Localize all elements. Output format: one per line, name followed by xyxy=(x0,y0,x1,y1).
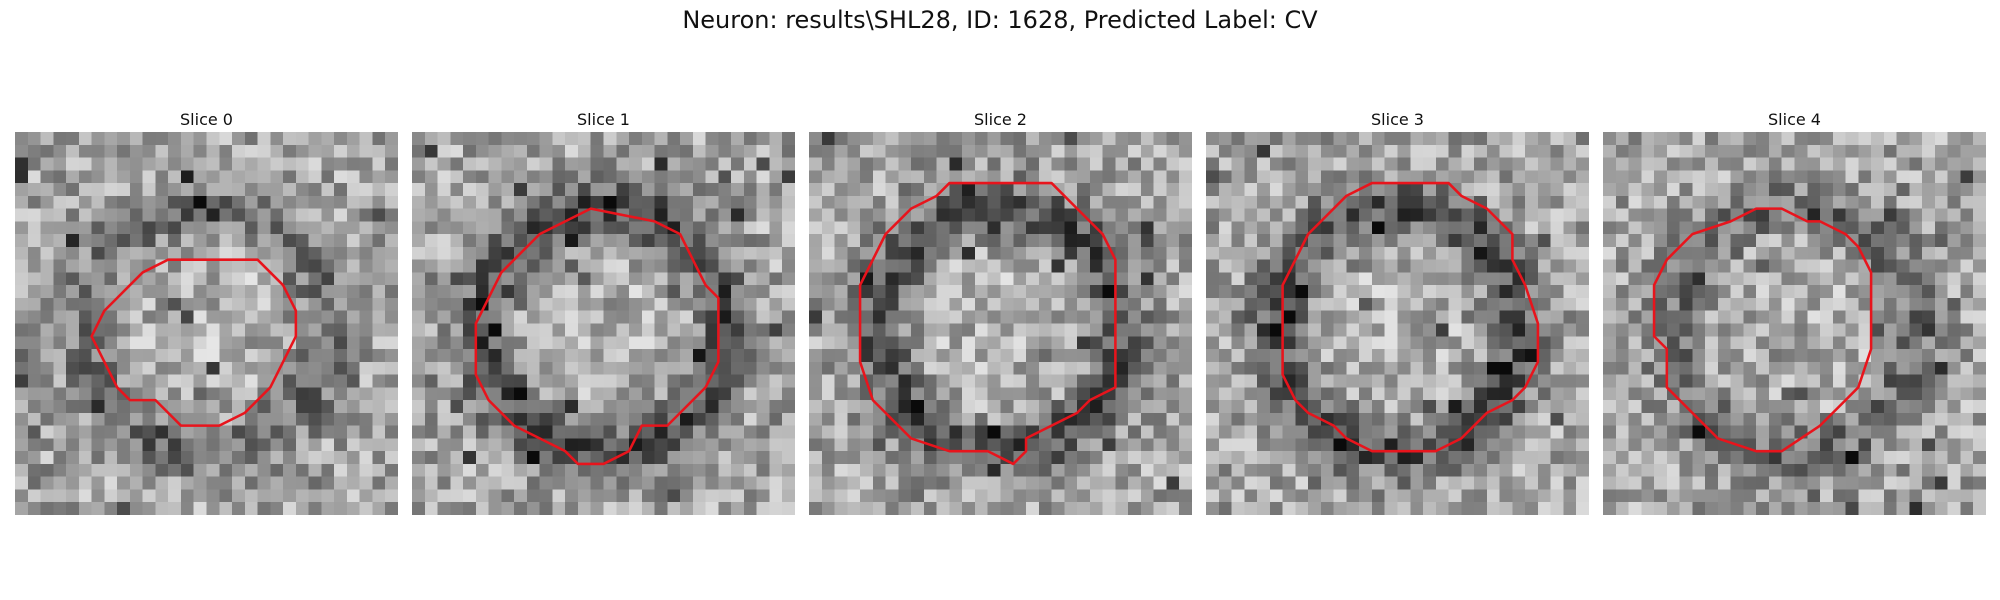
slice-0-contour xyxy=(90,258,298,427)
slice-panel-4: Slice 4 xyxy=(1603,108,1986,515)
slice-4-contour xyxy=(1652,207,1873,453)
slice-4-image xyxy=(1603,132,1986,515)
slice-panel-3: Slice 3 xyxy=(1206,108,1589,515)
slice-panel-1: Slice 1 xyxy=(412,108,795,515)
slice-3-image xyxy=(1206,132,1589,515)
slice-1-image xyxy=(412,132,795,515)
slice-1-label: Slice 1 xyxy=(577,110,630,129)
slice-panel-0: Slice 0 xyxy=(15,108,398,515)
slice-4-label: Slice 4 xyxy=(1768,110,1821,129)
slice-3-contour xyxy=(1281,181,1540,453)
figure-title: Neuron: results\SHL28, ID: 1628, Predict… xyxy=(682,6,1318,34)
slice-2-label: Slice 2 xyxy=(974,110,1027,129)
slice-3-label: Slice 3 xyxy=(1371,110,1424,129)
slice-panel-2: Slice 2 xyxy=(809,108,1192,515)
slice-0-image xyxy=(15,132,398,515)
slice-0-label: Slice 0 xyxy=(180,110,233,129)
slice-1-contour xyxy=(474,207,720,466)
slice-2-image xyxy=(809,132,1192,515)
slice-2-contour xyxy=(858,181,1117,466)
